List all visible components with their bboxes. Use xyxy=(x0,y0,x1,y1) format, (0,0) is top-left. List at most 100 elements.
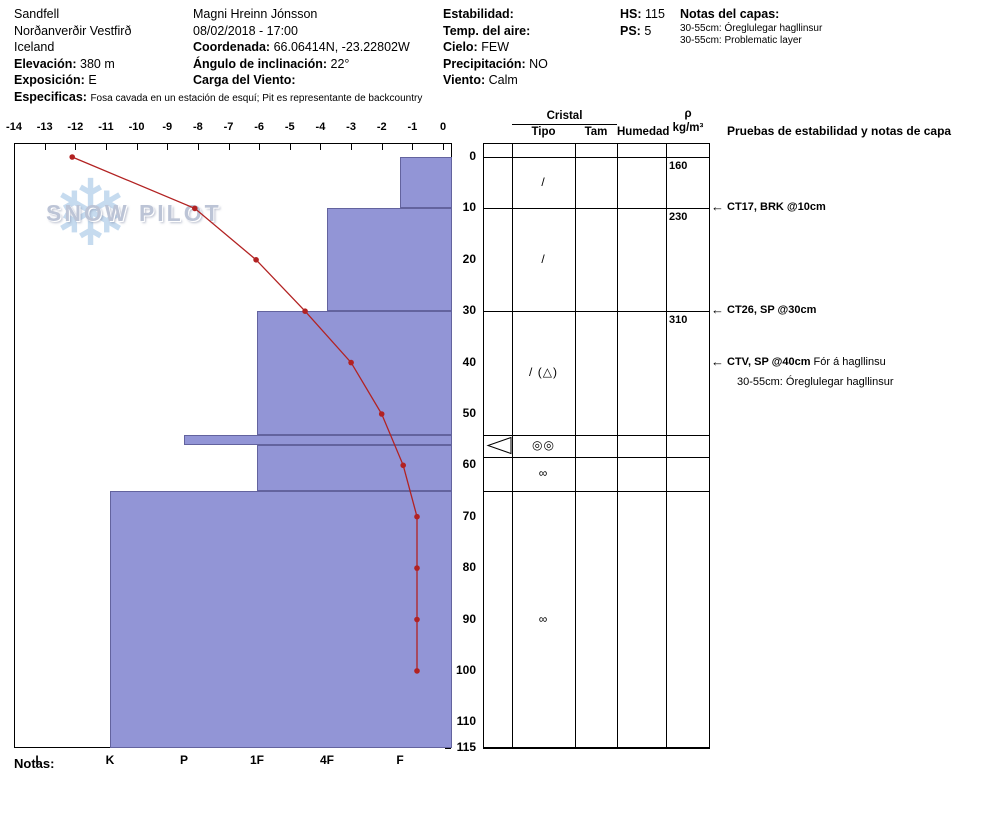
layer-notes-label: Notas del capas: xyxy=(680,7,780,21)
left-arrow-icon: ← xyxy=(711,353,724,369)
depth-axis-label: 10 xyxy=(462,200,476,215)
temp-axis-label: -11 xyxy=(98,121,114,133)
layer-row-line xyxy=(483,491,710,493)
layer-note-2: 30-55cm: Problematic layer xyxy=(680,35,802,47)
slope-angle-value: 22° xyxy=(330,56,350,71)
temp-axis-tick xyxy=(351,144,353,150)
density-value: 310 xyxy=(669,314,688,327)
hardness-bar xyxy=(327,208,452,312)
table-column-divider xyxy=(666,143,667,748)
site-specifics: Especificas: Fosa cavada en un estación … xyxy=(14,89,422,108)
hardness-bar xyxy=(257,311,452,435)
header-conditions-column: Estabilidad: Temp. del aire: Cielo: FEW … xyxy=(443,6,548,89)
header-site-column: Sandfell Norðanverðir Vestfirð Iceland E… xyxy=(14,6,422,108)
wind-loading-label: Carga del Viento: xyxy=(193,73,296,88)
layer-row-line xyxy=(483,208,710,210)
left-arrow-icon: ← xyxy=(711,199,724,215)
temp-axis-label: -6 xyxy=(254,121,265,133)
stability-test-note: CT26, SP @30cm xyxy=(727,304,816,316)
test-result: CT26, SP @30cm xyxy=(727,304,817,317)
hardness-axis-label: F xyxy=(396,753,404,767)
temp-axis-label: -5 xyxy=(284,121,295,133)
coordinates: Coordenada: 66.06414N, -23.22802W xyxy=(193,39,410,56)
temp-axis-tick xyxy=(197,144,199,150)
precip-row: Precipitación: NO xyxy=(443,56,548,73)
grain-type-symbol: ◎◎ xyxy=(532,437,555,452)
grain-type-symbol: / xyxy=(541,251,546,266)
observation-datetime: 08/02/2018 - 17:00 xyxy=(193,23,298,38)
stability-row: Estabilidad: xyxy=(443,6,548,23)
left-arrow-icon: ← xyxy=(711,302,724,318)
table-header-density-symbol: ρ xyxy=(684,108,692,120)
ps-row: PS: 5 xyxy=(620,23,665,40)
temp-axis-tick xyxy=(44,144,46,150)
depth-axis-label: 50 xyxy=(462,405,476,420)
depth-axis-label: 0 xyxy=(469,149,476,163)
grain-type-symbol: ∞ xyxy=(538,611,549,626)
table-header-density-units: kg/m³ xyxy=(672,122,704,134)
hs-row: HS: 115 xyxy=(620,6,665,23)
temp-axis-label: -9 xyxy=(162,121,173,133)
table-column-divider xyxy=(512,143,513,748)
temp-axis-tick xyxy=(136,144,138,150)
test-result: CTV, SP @40cm xyxy=(727,355,811,368)
grain-type-symbol: / (△) xyxy=(529,364,558,379)
table-column-divider xyxy=(575,143,576,748)
wind-loading: Carga del Viento: xyxy=(193,72,410,89)
layer-row-line xyxy=(483,456,710,458)
ps-label: PS: xyxy=(620,23,641,38)
density-value: 230 xyxy=(669,211,688,224)
temp-axis-label: -3 xyxy=(346,121,356,133)
temp-axis-label: -4 xyxy=(315,121,326,133)
wind-label: Viento: xyxy=(443,73,486,88)
site-elevation: Elevación: 380 m xyxy=(14,56,422,73)
test-comment: 30-55cm: Óreglulegar hagllinsur xyxy=(737,376,894,389)
grain-type-symbol: ∞ xyxy=(538,465,549,480)
coordinates-value: 66.06414N, -23.22802W xyxy=(273,40,410,55)
precip-value: NO xyxy=(529,56,548,71)
depth-axis-label: 30 xyxy=(462,303,476,318)
temp-axis-tick xyxy=(14,144,15,150)
depth-axis-label: 90 xyxy=(462,611,476,626)
slope-angle-label: Ángulo de inclinación: xyxy=(193,56,328,71)
hardness-axis-label: 4F xyxy=(319,753,334,767)
aspect-value: E xyxy=(88,73,97,88)
layer-row-line xyxy=(483,311,710,313)
layer-row-line xyxy=(483,434,710,436)
temp-axis-label: -7 xyxy=(223,121,234,133)
depth-axis-label: 40 xyxy=(462,354,476,369)
temp-axis-label: -10 xyxy=(128,121,145,133)
hardness-bar xyxy=(184,434,452,445)
snowpilot-watermark: SNOW PILOT xyxy=(46,200,222,226)
temp-axis-label: -12 xyxy=(67,121,84,133)
depth-axis-label: 80 xyxy=(462,560,476,575)
stability-tests-title: Pruebas de estabilidad y notas de capa xyxy=(727,124,952,138)
air-temp-row: Temp. del aire: xyxy=(443,23,548,40)
depth-axis-tick xyxy=(445,748,451,749)
coordinates-label: Coordenada: xyxy=(193,40,271,55)
temp-axis-label: -2 xyxy=(376,121,387,133)
hardness-bar xyxy=(257,444,452,492)
stability-label: Estabilidad: xyxy=(443,7,514,21)
grain-type-symbol: / xyxy=(541,174,546,189)
hardness-axis-label: I xyxy=(35,753,39,767)
depth-axis-label: 60 xyxy=(462,457,476,472)
sky-label: Cielo: xyxy=(443,40,478,55)
site-region: Norðanverðir Vestfirð xyxy=(14,23,132,38)
header-observer-column: Magni Hreinn Jónsson 08/02/2018 - 17:00 … xyxy=(193,6,410,89)
precip-label: Precipitación: xyxy=(443,56,526,71)
table-header-humedad: Humedad xyxy=(617,126,670,138)
air-temp-label: Temp. del aire: xyxy=(443,23,531,38)
site-country: Iceland xyxy=(14,40,55,55)
sky-value: FEW xyxy=(481,40,509,55)
temp-axis-tick xyxy=(75,144,77,150)
hs-value: 115 xyxy=(645,7,665,21)
elevation-value: 380 m xyxy=(80,56,115,71)
wind-row: Viento: Calm xyxy=(443,72,548,89)
site-aspect: Exposición: E xyxy=(14,72,422,89)
hardness-bar xyxy=(110,491,452,748)
wind-value: Calm xyxy=(488,73,518,88)
table-header-tam: Tam xyxy=(584,126,608,138)
layer-row-line xyxy=(483,748,710,749)
